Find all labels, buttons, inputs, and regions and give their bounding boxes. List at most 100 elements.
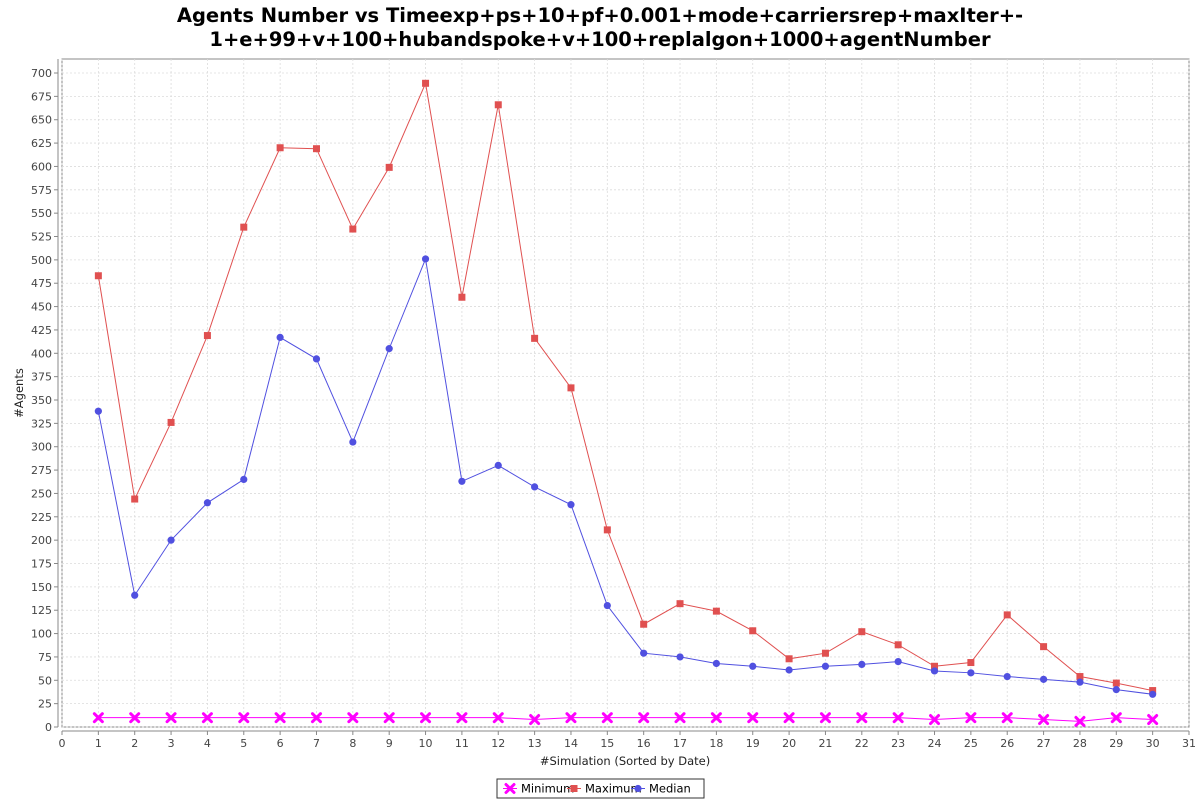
y-tick-label: 425 [31, 324, 52, 337]
minimum-point [347, 712, 359, 724]
minimum-point [783, 712, 795, 724]
x-tick-label: 22 [855, 737, 869, 750]
maximum-point [567, 384, 575, 392]
median-point [676, 653, 684, 661]
median-point [167, 536, 175, 544]
y-tick-label: 0 [45, 721, 52, 734]
median-point [494, 461, 502, 470]
minimum-point [1074, 715, 1086, 727]
x-axis-ticks: 0 1 2 3 4 5 6 7 8 9 10 11 12 13 14 15 16 17 18 19 20 21 22 23 24… [59, 731, 1196, 750]
y-tick-label: 300 [31, 441, 52, 454]
minimum-point [1001, 712, 1013, 724]
maximum-point [276, 144, 284, 152]
maximum-point [1003, 611, 1011, 619]
maximum-point [603, 526, 611, 534]
y-tick-label: 400 [31, 347, 52, 360]
y-tick-label: 275 [31, 464, 52, 477]
maximum-point [385, 163, 393, 171]
maximum-point [712, 607, 720, 615]
x-tick-label: 9 [386, 737, 393, 750]
median-point [240, 475, 248, 484]
minimum-point [383, 712, 395, 724]
y-tick-label: 625 [31, 137, 52, 150]
chart-title-line-1: Agents Number vs Timeexp+ps+10+pf+0.001+… [177, 4, 1023, 27]
median-point [1149, 690, 1157, 698]
x-tick-label: 6 [277, 737, 284, 750]
y-tick-label: 75 [38, 651, 52, 664]
x-tick-label: 25 [964, 737, 978, 750]
maximum-point [821, 649, 829, 657]
maximum-point [531, 334, 539, 342]
y-tick-label: 325 [31, 417, 52, 430]
median-point [94, 407, 102, 415]
minimum-point [892, 712, 904, 724]
x-tick-label: 15 [600, 737, 614, 750]
y-tick-label: 125 [31, 604, 52, 617]
median-point [640, 649, 648, 657]
minimum-point [929, 714, 941, 726]
x-tick-label: 24 [928, 737, 942, 750]
minimum-point [601, 712, 613, 724]
y-tick-label: 675 [31, 90, 52, 103]
y-tick-label: 50 [38, 674, 52, 687]
series-median [94, 255, 1157, 698]
minimum-point [710, 712, 722, 724]
minimum-point [638, 712, 650, 724]
x-tick-label: 11 [455, 737, 469, 750]
maximum-point [858, 628, 866, 636]
minimum-point [819, 712, 831, 724]
median-point [385, 345, 393, 353]
minimum-point [165, 712, 177, 724]
maximum-point [349, 225, 357, 233]
y-tick-label: 475 [31, 277, 52, 290]
median-point [712, 659, 720, 668]
minimum-point [201, 712, 213, 724]
x-tick-label: 31 [1182, 737, 1196, 750]
x-axis-label: #Simulation (Sorted by Date) [540, 754, 710, 768]
maximum-point [312, 145, 320, 153]
x-tick-label: 12 [491, 737, 505, 750]
grid-lines [61, 59, 1190, 728]
y-axis-label: #Agents [12, 368, 26, 418]
x-tick-label: 7 [313, 737, 320, 750]
minimum-point [1038, 714, 1050, 726]
series-layer [92, 79, 1159, 727]
x-tick-label: 13 [528, 737, 542, 750]
minimum-point [747, 712, 759, 724]
y-tick-label: 100 [31, 628, 52, 641]
maximum-point [640, 620, 648, 628]
x-tick-label: 19 [746, 737, 760, 750]
maximum-point [894, 641, 902, 649]
axes [57, 59, 1189, 732]
median-point [930, 667, 939, 675]
legend-label-median: Median [649, 782, 691, 796]
maximum-point [931, 662, 939, 670]
median-point [1112, 686, 1120, 694]
x-tick-label: 26 [1000, 737, 1014, 750]
maximum-point [1076, 673, 1084, 681]
median-point [894, 658, 902, 666]
minimum-point [129, 712, 141, 724]
x-tick-label: 5 [240, 737, 247, 750]
legend-item-median: Median [631, 782, 691, 796]
x-tick-label: 27 [1037, 737, 1051, 750]
median-point [312, 355, 321, 363]
median-point [567, 501, 575, 509]
x-tick-label: 20 [782, 737, 796, 750]
x-tick-label: 3 [168, 737, 175, 750]
median-point [749, 662, 757, 670]
y-axis-ticks: 0 25 50 75 100 125 150 175 200 225 250 275 300 325 350… [31, 67, 58, 734]
maximum-point [94, 272, 102, 280]
median-point [1076, 678, 1084, 686]
legend-box [496, 778, 705, 799]
maximum-point [785, 655, 793, 663]
y-tick-label: 200 [31, 534, 52, 547]
legend-marker-maximum [570, 785, 578, 792]
median-point [1039, 675, 1048, 683]
y-tick-label: 500 [31, 254, 52, 267]
y-tick-label: 175 [31, 558, 52, 571]
x-tick-label: 1 [95, 737, 102, 750]
minimum-point [420, 712, 432, 724]
legend-label-maximum: Maximum [585, 782, 642, 796]
x-tick-label: 29 [1109, 737, 1123, 750]
